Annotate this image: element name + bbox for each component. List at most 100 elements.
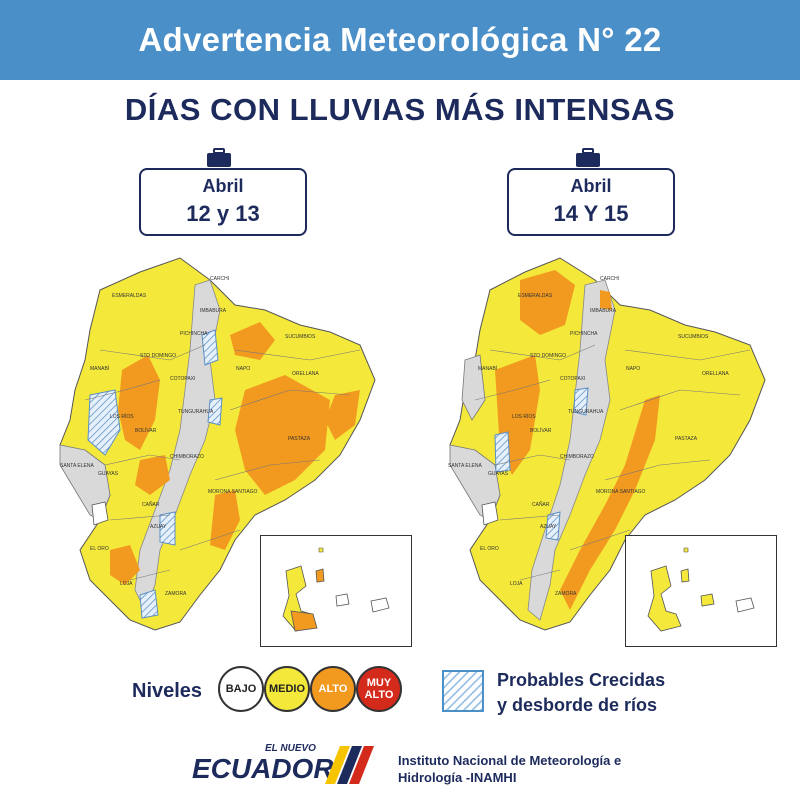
province-label: PICHINCHA <box>180 331 208 337</box>
date-days: 14 Y 15 <box>553 201 629 226</box>
province-label: CARCHI <box>600 276 619 282</box>
flood-zone <box>545 511 561 541</box>
province-label: AZUAY <box>540 524 557 530</box>
date-days: 12 y 13 <box>186 201 260 226</box>
province-label: STO DOMINGO <box>530 353 566 359</box>
province-label: IMBABURA <box>200 308 227 314</box>
province-label: CAÑAR <box>532 501 550 508</box>
alto-zone <box>560 395 660 610</box>
subtitle-prefix: DÍAS CON LLUVIAS <box>124 92 435 127</box>
province-label: PICHINCHA <box>570 331 598 337</box>
province-label: ZAMORA <box>165 591 187 597</box>
alto-zone <box>118 355 160 450</box>
island <box>481 501 499 526</box>
province-label: ORELLANA <box>702 371 729 377</box>
flood-zone <box>207 397 223 426</box>
page-subtitle: DÍAS CON LLUVIAS MÁS INTENSAS <box>0 92 800 128</box>
date-month: Abril <box>570 176 612 196</box>
province-label: ZAMORA <box>555 591 577 597</box>
province-label: CHIMBORAZO <box>170 454 204 460</box>
province-label: MORONA SANTIAGO <box>208 489 258 495</box>
flood-zone <box>87 389 121 456</box>
province-label: COTOPAXI <box>170 376 195 382</box>
province-label: ESMERALDAS <box>518 293 553 299</box>
province-label: TUNGURAHUA <box>568 409 604 415</box>
level-alto: ALTO <box>310 666 356 712</box>
header-title: Advertencia Meteorológica N° 22 <box>138 21 662 58</box>
galapagos-map <box>282 547 390 632</box>
date-box-left: Abril 12 y 13 <box>139 168 307 236</box>
province-label: STO DOMINGO <box>140 353 176 359</box>
province-label: GUAYAS <box>488 471 509 477</box>
flood-zone <box>573 387 589 416</box>
map-left: ESMERALDAS CARCHI IMBABURA PICHINCHA SUC… <box>30 250 430 660</box>
province-label: NAPO <box>236 366 250 372</box>
institute-line2: Hidrología -INAMHI <box>398 770 517 785</box>
flood-hatch-swatch <box>442 670 484 712</box>
level-bajo: BAJO <box>218 666 264 712</box>
date-box-right: Abril 14 Y 15 <box>507 168 675 236</box>
province-label: GUAYAS <box>98 471 119 477</box>
province-label: LOS RÍOS <box>512 413 536 420</box>
province-label: NAPO <box>626 366 640 372</box>
alto-zone <box>600 290 612 310</box>
legend-niveles-label: Niveles <box>132 680 203 702</box>
flood-legend-text: Probables Crecidas y desborde de ríos <box>497 668 665 718</box>
province-label: CARCHI <box>210 276 229 282</box>
province-label: MORONA SANTIAGO <box>596 489 646 495</box>
province-label: LOS RÍOS <box>110 413 134 420</box>
subtitle-emphasis: MÁS INTENSAS <box>434 92 676 127</box>
el-nuevo-ecuador-logo: EL NUEVO ECUADOR <box>192 743 374 784</box>
province-label: CAÑAR <box>142 501 160 508</box>
alto-zone <box>110 545 140 585</box>
island <box>91 501 109 526</box>
province-label: SUCUMBIOS <box>678 334 709 340</box>
province-label: ESMERALDAS <box>112 293 147 299</box>
date-month: Abril <box>202 176 244 196</box>
level-medio: MEDIO <box>264 666 310 712</box>
logo-main-text: ECUADOR <box>192 753 334 784</box>
calendar-icon <box>576 148 600 167</box>
province-label: AZUAY <box>150 524 167 530</box>
alto-zone <box>210 490 240 550</box>
flood-zone <box>159 511 176 546</box>
province-label: SANTA ELENA <box>448 463 482 469</box>
galapagos-map <box>647 547 755 632</box>
flood-legend-line2: y desborde de ríos <box>497 695 658 715</box>
ecuador-map-right: ESMERALDAS CARCHI IMBABURA PICHINCHA SUC… <box>448 257 766 631</box>
alto-zone <box>235 375 330 495</box>
province-label: MANABÍ <box>90 365 110 372</box>
province-label: EL ORO <box>480 546 499 552</box>
province-label: MANABÍ <box>478 365 498 372</box>
alto-zone <box>135 455 170 495</box>
institute-line1: Instituto Nacional de Meteorología e <box>398 753 622 768</box>
province-label: BOLÍVAR <box>135 427 157 434</box>
flood-zone <box>494 431 511 473</box>
province-label: ORELLANA <box>292 371 319 377</box>
province-label: BOLÍVAR <box>530 427 552 434</box>
header-banner: Advertencia Meteorológica N° 22 <box>0 0 800 80</box>
flood-zone <box>201 329 219 366</box>
galapagos-inset <box>260 535 412 647</box>
galapagos-inset <box>625 535 777 647</box>
alto-zone <box>325 390 360 440</box>
flood-legend-line1: Probables Crecidas <box>497 670 666 690</box>
province-label: SANTA ELENA <box>60 463 94 469</box>
province-label: PASTAZA <box>675 436 698 442</box>
ecuador-map-left: ESMERALDAS CARCHI IMBABURA PICHINCHA SUC… <box>59 257 376 631</box>
alto-zone <box>230 322 275 360</box>
alto-zone <box>520 270 575 335</box>
province-label: SUCUMBIOS <box>285 334 316 340</box>
level-muy-alto: MUY ALTO <box>356 666 402 712</box>
institute-name: Instituto Nacional de Meteorología e Hid… <box>398 752 621 786</box>
province-label: PASTAZA <box>288 436 311 442</box>
province-label: TUNGURAHUA <box>178 409 214 415</box>
map-right: ESMERALDAS CARCHI IMBABURA PICHINCHA SUC… <box>400 250 800 660</box>
province-label: COTOPAXI <box>560 376 585 382</box>
province-label: LOJA <box>510 581 523 587</box>
province-label: IMBABURA <box>590 308 617 314</box>
logo-top-text: EL NUEVO <box>265 743 316 754</box>
flood-zone <box>139 589 159 619</box>
province-label: EL ORO <box>90 546 109 552</box>
calendar-icon <box>207 148 231 167</box>
